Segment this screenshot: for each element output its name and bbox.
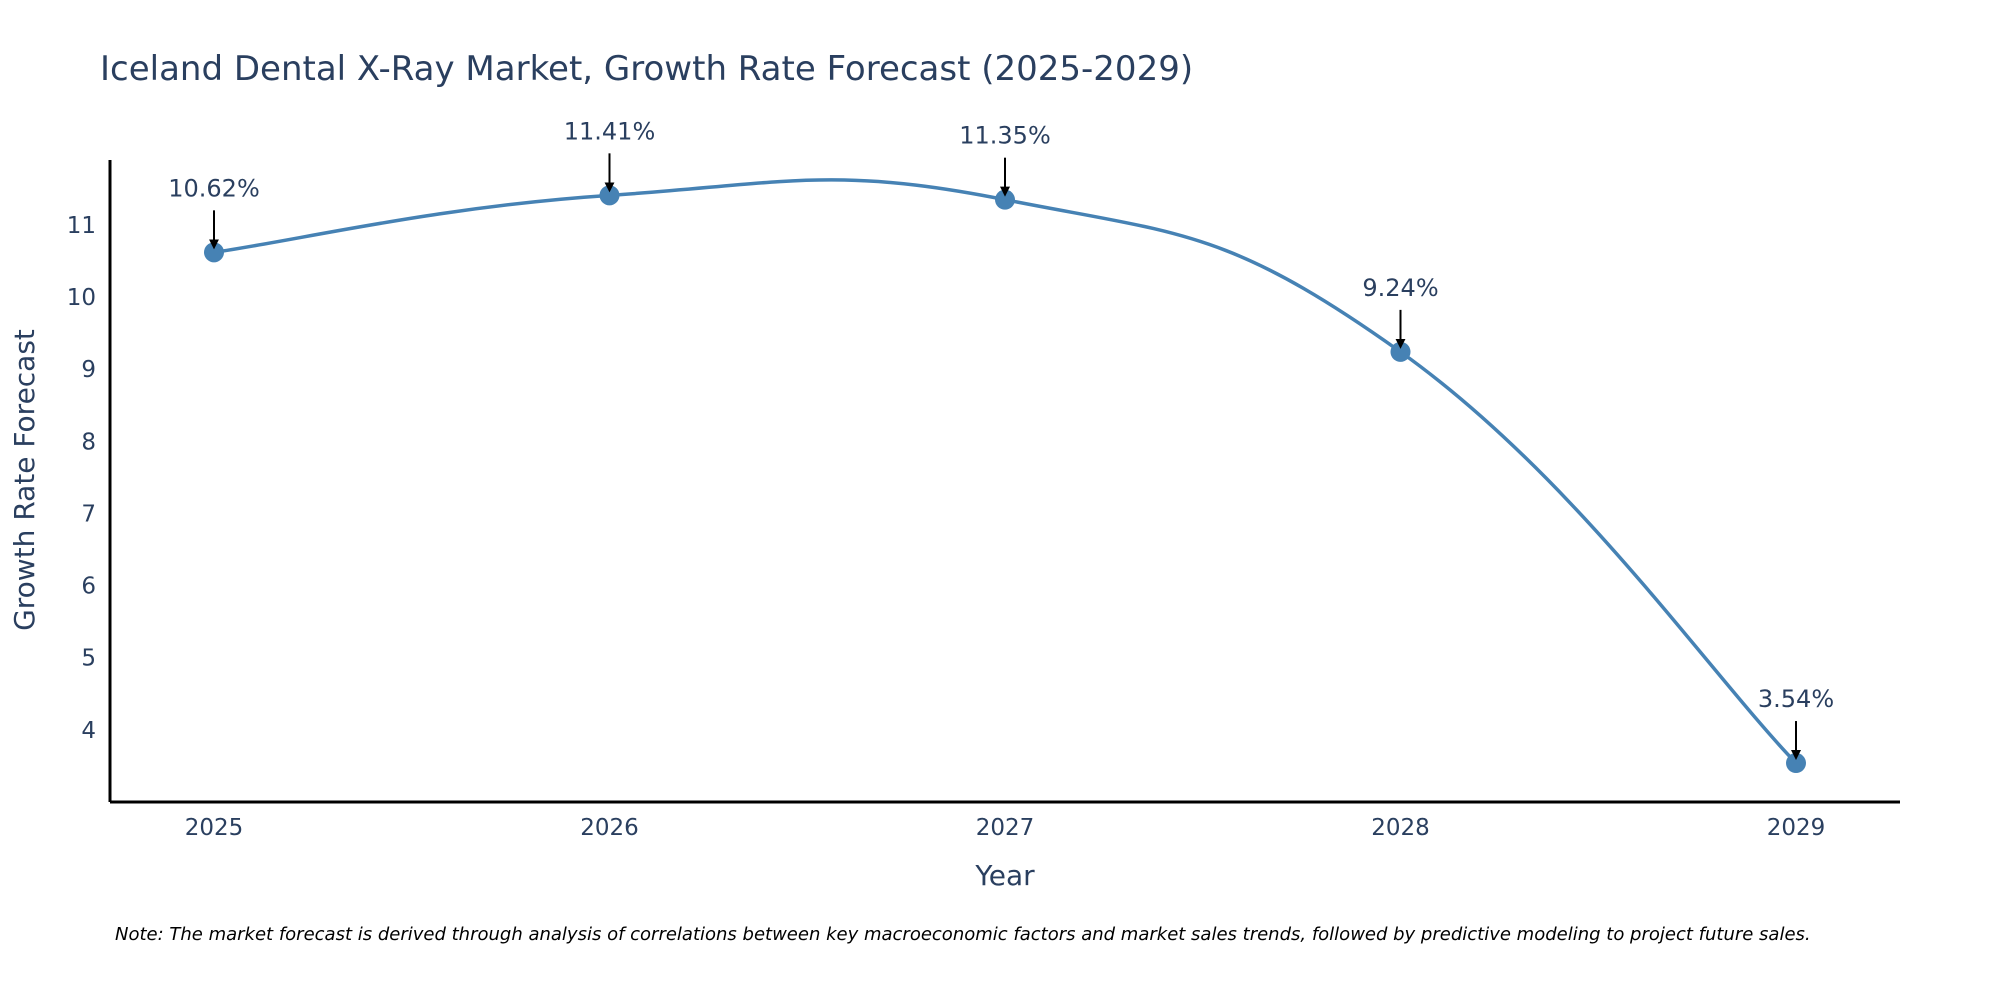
data-label-2025: 10.62% [168,174,260,202]
x-tick-label: 2028 [1371,815,1430,841]
data-point-2027 [995,189,1015,210]
footnote-text: Note: The market forecast is derived thr… [115,924,1811,945]
y-tick-label: 5 [81,646,96,672]
x-tick-label: 2026 [580,815,639,841]
markers [204,185,1806,774]
series-line [213,178,1798,765]
chart-title: Iceland Dental X-Ray Market, Growth Rate… [100,49,1193,89]
data-label-2029: 3.54% [1758,685,1834,713]
y-tick-label: 8 [81,429,96,455]
y-ticks: 4 5 6 7 8 9 10 11 [67,213,96,744]
y-axis-title: Growth Rate Forecast [8,329,41,631]
data-label-2026: 11.41% [564,117,656,145]
x-tick-label: 2029 [1767,815,1826,841]
annotations: 10.62% 11.41% 11.35% 9.24% 3.54% [168,117,1834,761]
x-ticks: 2025 2026 2027 2028 2029 [185,815,1826,841]
y-tick-label: 11 [67,213,96,239]
x-axis-title: Year [974,859,1035,892]
data-point-2025 [204,242,224,263]
data-point-2029 [1786,753,1806,774]
x-tick-label: 2027 [976,815,1035,841]
y-tick-label: 10 [67,285,96,311]
y-tick-label: 7 [81,501,96,527]
y-tick-label: 4 [81,718,96,744]
data-label-2028: 9.24% [1362,274,1438,302]
y-tick-label: 9 [81,357,96,383]
data-label-2027: 11.35% [959,122,1051,150]
x-tick-label: 2025 [185,815,244,841]
plot-area: 4 5 6 7 8 9 10 11 2025 2026 2027 2028 2029 10.62% 11… [67,117,1900,841]
data-point-2026 [599,185,620,206]
data-point-2028 [1390,341,1411,362]
y-tick-label: 6 [81,574,96,600]
